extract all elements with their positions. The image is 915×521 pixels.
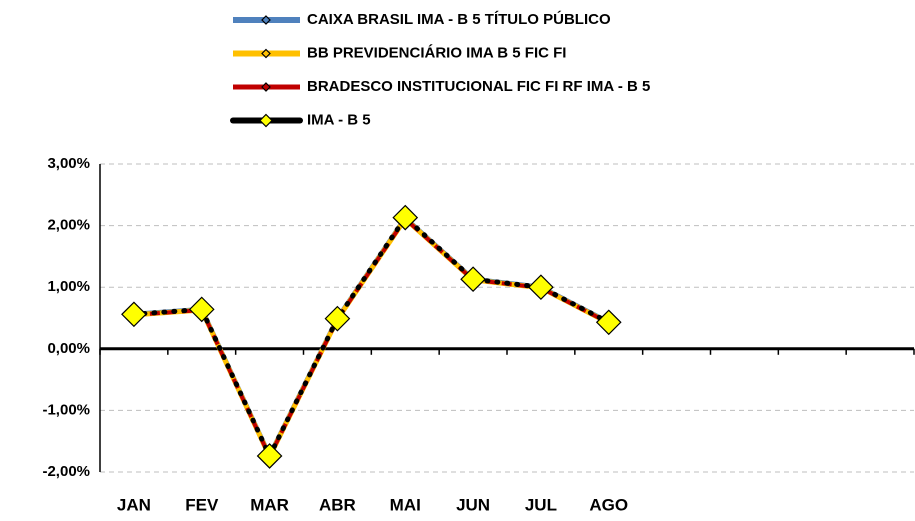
y-tick-label: 2,00% (47, 217, 90, 234)
series-line (133, 216, 610, 459)
series-line (131, 215, 612, 459)
point-marker (528, 274, 554, 301)
x-tick-label: ABR (319, 495, 356, 514)
legend-marker (261, 15, 271, 25)
point-marker (188, 296, 215, 323)
x-tick-label: JUL (525, 495, 557, 514)
point-marker (595, 309, 622, 336)
x-tick-label: AGO (589, 495, 628, 514)
point-marker (324, 305, 351, 332)
y-tick-label: 0,00% (47, 340, 90, 357)
y-tick-label: -1,00% (42, 401, 90, 418)
series-line (133, 216, 610, 460)
series-line (133, 215, 610, 459)
legend-marker (261, 48, 271, 59)
legend-label: BB PREVIDENCIÁRIO IMA B 5 FIC FI (307, 44, 566, 61)
x-tick-label: JAN (117, 495, 151, 514)
y-tick-label: 1,00% (47, 278, 90, 295)
y-tick-label: -2,00% (42, 463, 90, 480)
x-tick-label: MAI (390, 495, 421, 514)
point-marker (460, 266, 486, 293)
legend-label: CAIXA BRASIL IMA - B 5 TÍTULO PÚBLICO (307, 10, 611, 28)
legend-marker (261, 82, 271, 92)
legend-label: BRADESCO INSTITUCIONAL FIC FI RF IMA - B… (307, 78, 650, 95)
legend-marker (259, 113, 273, 128)
point-marker (392, 204, 419, 231)
x-tick-label: MAR (250, 495, 289, 514)
y-tick-label: 3,00% (47, 155, 90, 172)
point-marker (121, 301, 147, 328)
legend-label: IMA - B 5 (307, 111, 371, 128)
point-marker (256, 443, 283, 469)
x-tick-label: JUN (456, 495, 490, 514)
x-tick-label: FEV (185, 495, 219, 514)
